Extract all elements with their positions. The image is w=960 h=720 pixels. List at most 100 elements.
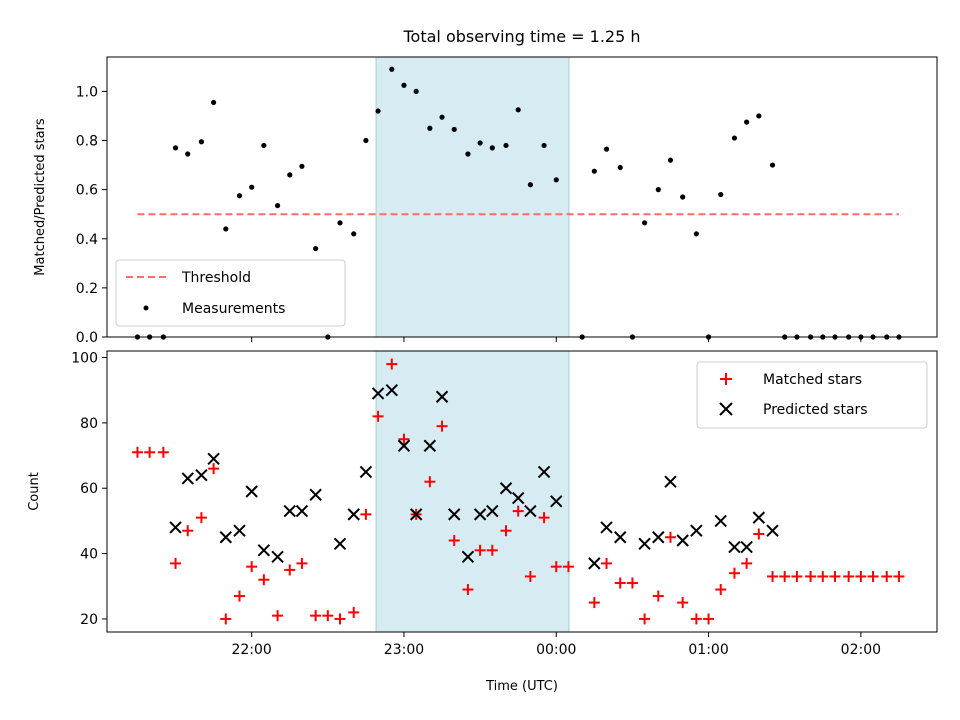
measurement-point — [337, 220, 343, 226]
measurement-point — [249, 184, 255, 190]
predicted-stars-point — [245, 485, 258, 498]
matched-stars-point — [881, 570, 893, 582]
bottom-x-tick-label: 23:00 — [384, 642, 424, 658]
measurement-point — [465, 151, 471, 157]
measurement-point — [299, 163, 305, 169]
measurement-point — [655, 187, 661, 193]
bottom-x-axis-label: Time (UTC) — [485, 679, 558, 694]
predicted-stars-point — [728, 540, 741, 554]
measurement-point — [375, 108, 381, 114]
top-legend-box — [115, 259, 346, 327]
predicted-stars-point — [385, 384, 398, 397]
measurement-point — [641, 220, 648, 226]
matched-stars-point — [360, 508, 372, 520]
measurement-point — [617, 164, 623, 171]
matched-stars-point — [448, 535, 460, 547]
measurement-point — [401, 82, 407, 88]
predicted-stars-point — [664, 475, 677, 488]
matched-stars-point — [805, 570, 817, 582]
matched-stars-point — [144, 446, 156, 458]
measurement-point — [236, 193, 243, 199]
matched-stars-point — [715, 584, 727, 596]
predicted-stars-point — [283, 504, 296, 518]
bottom-y-tick-label: 20 — [80, 612, 98, 628]
matched-stars-point — [817, 570, 829, 582]
measurement-point — [553, 177, 559, 183]
bottom-highlight-span — [375, 350, 570, 633]
matched-stars-point — [524, 570, 536, 582]
predicted-stars-point — [435, 390, 449, 403]
top-x-ticks — [251, 337, 862, 342]
predicted-stars-point — [638, 537, 651, 550]
top-axes-frame — [106, 56, 938, 338]
matched-stars-point — [398, 433, 410, 445]
predicted-stars-point — [752, 511, 766, 524]
measurement-point — [541, 142, 547, 149]
predicted-stars-point — [473, 508, 487, 521]
top-legend: Threshold Measurements — [115, 259, 346, 327]
matched-stars-point — [131, 446, 143, 458]
predicted-stars-point — [333, 537, 347, 550]
matched-stars-point — [182, 525, 194, 537]
top-y-tick-label: 0.2 — [76, 281, 98, 297]
measurement-point — [667, 157, 674, 163]
top-panel: 0.0 0.2 0.4 0.6 0.8 1.0 Total observing time … — [33, 27, 938, 346]
predicted-stars-point — [257, 544, 271, 557]
matched-stars-point — [258, 574, 270, 586]
measurement-point — [211, 99, 217, 106]
bottom-legend: Matched stars Predicted stars — [696, 361, 928, 429]
measurement-point — [756, 113, 762, 119]
measurement-point — [477, 140, 483, 146]
measurement-point — [439, 114, 445, 120]
top-y-tick-label: 0.6 — [76, 183, 98, 199]
measurement-point — [351, 231, 357, 237]
matched-stars-point — [562, 561, 574, 573]
bottom-x-tick-label: 00:00 — [536, 642, 576, 658]
measurement-point — [313, 245, 319, 252]
measurement-point — [744, 119, 750, 125]
measurement-point — [223, 226, 229, 232]
top-y-axis: 0.0 0.2 0.4 0.6 0.8 1.0 — [76, 84, 107, 346]
measurement-point — [769, 162, 776, 168]
legend-measurements-label: Measurements — [182, 301, 285, 317]
measurement-point — [172, 145, 179, 151]
bottom-panel: 20 40 60 80 100 22:00 23:00 00:00 01:00 02:00 Ti… — [27, 350, 938, 694]
predicted-stars-point — [676, 534, 689, 547]
predicted-stars-point — [766, 524, 779, 537]
matched-stars-point — [334, 613, 346, 625]
predicted-stars-point — [309, 488, 322, 501]
bottom-y-tick-label: 80 — [80, 416, 98, 432]
predicted-stars-point — [359, 465, 373, 479]
predicted-stars-point — [550, 495, 563, 508]
matched-stars-point — [791, 570, 803, 582]
bottom-axes-frame — [106, 350, 938, 633]
matched-stars-point — [703, 613, 715, 625]
matched-stars-point — [677, 597, 689, 609]
matched-stars-point — [220, 613, 232, 625]
matched-stars-point — [474, 544, 486, 556]
bottom-legend-box — [696, 361, 928, 429]
predicted-stars-point — [511, 491, 525, 505]
matched-stars-point — [170, 557, 182, 569]
predicted-stars-point — [461, 550, 475, 564]
matched-stars-point — [436, 420, 448, 432]
predicted-stars-point — [295, 504, 309, 518]
predicted-stars-point — [524, 504, 537, 518]
matched-stars-point — [893, 570, 905, 582]
matched-stars-point — [348, 606, 360, 618]
matched-stars-point — [512, 505, 524, 517]
matched-stars-point — [462, 584, 474, 596]
predicted-stars-point — [371, 387, 385, 400]
predicted-stars-point — [347, 508, 360, 521]
predicted-stars-point — [423, 439, 437, 452]
matched-stars-point — [690, 613, 702, 625]
measurement-point — [693, 231, 699, 237]
matched-stars-point — [538, 512, 550, 524]
legend-measurements-swatch — [143, 305, 149, 311]
matched-stars-point — [843, 570, 855, 582]
predicted-stars-point — [448, 508, 461, 521]
matched-stars-point — [867, 570, 879, 582]
predicted-stars-point — [652, 531, 665, 544]
predicted-stars-point — [537, 465, 551, 479]
